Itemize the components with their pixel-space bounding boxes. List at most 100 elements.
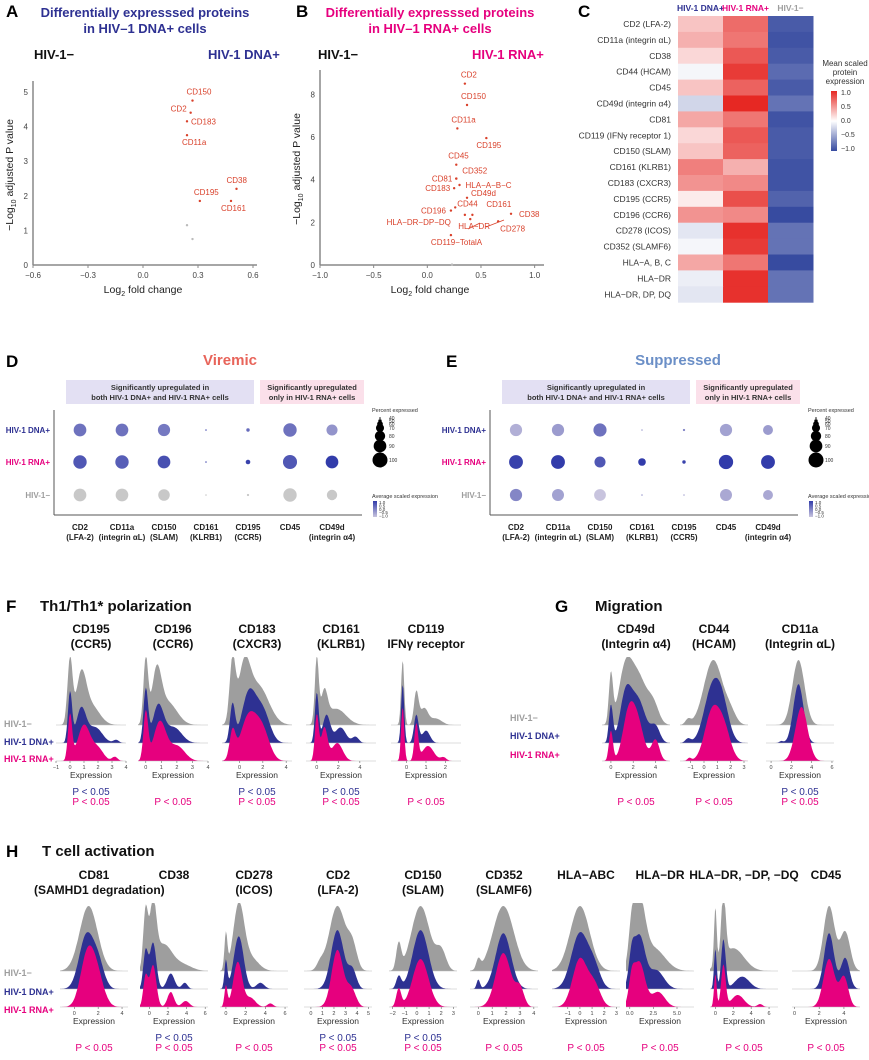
heatmap-cell [723, 190, 769, 208]
x-axis-label: Expression [722, 1016, 766, 1026]
marker-title: CD278 (ICOS) [215, 868, 293, 898]
x-tick-label: 4 [185, 1011, 188, 1017]
ridge-neg [138, 657, 208, 725]
heatmap-cell [768, 47, 814, 65]
dotplot-dot [761, 455, 775, 469]
legend-tick-label: 0.0 [841, 118, 851, 125]
section-f-title: Th1/Th1* polarization [40, 598, 192, 615]
ridge-h-label-dna: HIV-1 DNA+ [4, 987, 54, 997]
heatmap-row-label: CD38 [649, 51, 671, 61]
ridge-rna [138, 709, 208, 761]
x-tick-label: 0 [415, 1011, 418, 1017]
size-legend-dot [811, 423, 821, 433]
dotplot-column-label: CD150 [152, 523, 177, 532]
heatmap-cell [768, 254, 814, 271]
marker-subname: (SAMHD1 degradation) [34, 883, 165, 897]
data-point [452, 187, 456, 190]
x-axis-label: Expression [69, 770, 113, 780]
x-tick-label: −0.3 [80, 271, 96, 280]
x-axis-label: Expression [151, 770, 195, 780]
marker-subname: (Integrin α4) [601, 637, 671, 651]
dotplot-dot [205, 461, 207, 463]
ridge-rna [60, 945, 128, 1007]
size-legend-title: Percent expressed [372, 408, 418, 414]
p-value-rna: P < 0.05 [641, 1043, 679, 1054]
data-point [463, 213, 467, 217]
volcano-plot-a: 0 1 2 3 4 5 −0.6 −0.3 0.0 0.3 0.6 Log2 fold change −… [4, 81, 259, 298]
heatmap-cell [723, 111, 769, 128]
x-tick-label: 6 [204, 1011, 207, 1017]
x-axis-label: Expression [72, 1016, 116, 1026]
heatmap-cell [723, 79, 769, 96]
dotplot-dot [246, 428, 250, 432]
ridge-dna [792, 933, 860, 989]
size-legend-dot [379, 417, 381, 419]
ridgeline-plot: 0 1 2 3 4 [138, 657, 210, 771]
dotplot-column-label: CD45 [280, 523, 301, 532]
size-legend-dot [809, 439, 823, 453]
x-tick-label: −1 [688, 765, 694, 771]
data-point [485, 136, 488, 140]
dotplot-column-sublabel: (integrin α4) [745, 533, 792, 542]
data-point [455, 163, 458, 166]
heatmap-row-label: CD196 (CCR6) [613, 210, 671, 220]
ridge-g-label-neg: HIV-1− [510, 713, 538, 723]
x-tick-label: 0 [405, 765, 408, 771]
point-label: CD2 [461, 71, 478, 80]
box-rna-text: only in HIV-1 RNA+ cells [269, 393, 355, 402]
marker-name: HLA−DR [635, 868, 685, 882]
x-tick-label: 4 [264, 1011, 267, 1017]
y-tick-label: 1 [24, 226, 29, 235]
ridge-rna [470, 953, 538, 1007]
marker-name: CD183 [238, 622, 276, 636]
marker-name: CD278 [235, 868, 273, 882]
dotplot-dot [718, 454, 734, 470]
x-axis-label: Expression [232, 1016, 276, 1026]
dotplot-dot [682, 428, 686, 432]
color-legend-label: 1.0 [815, 500, 822, 505]
ridge-g-label-dna: HIV-1 DNA+ [510, 731, 560, 741]
marker-title: CD119 IFNγ receptor [381, 622, 471, 652]
data-point [471, 213, 474, 217]
marker-name: HLA−DR, −DP, −DQ [689, 868, 799, 882]
marker-name: CD195 [72, 622, 110, 636]
y-tick-label: 3 [24, 157, 29, 166]
x-tick-label: 4 [842, 1011, 845, 1017]
x-tick-label: 2.5 [650, 1011, 658, 1017]
heatmap-row-label: CD161 (KLRB1) [610, 162, 672, 172]
point-label: HLA−A−B−C [466, 181, 512, 190]
panel-letter-g: G [555, 597, 569, 616]
p-value-rna: P < 0.05 [155, 1043, 193, 1054]
data-point [189, 111, 192, 114]
p-value-rna: P < 0.05 [567, 1043, 605, 1054]
dotplot-dot [73, 423, 87, 437]
dotplot-dot [509, 455, 523, 469]
size-legend-title: Percent expressed [808, 408, 854, 414]
dotplot-column-label: CD161 [630, 523, 655, 532]
heatmap-column-label: HIV-1− [777, 3, 803, 13]
x-tick-label: 4 [206, 765, 209, 771]
heatmap-row-label: CD2 (LFA-2) [623, 19, 671, 29]
ridge-rna [56, 713, 126, 761]
dotplot-dot [551, 455, 565, 469]
x-tick-label: 4 [285, 765, 288, 771]
panel-b-title: Differentially expresssed proteins in HI… [305, 5, 555, 37]
x-tick-label: 0.6 [247, 271, 259, 280]
color-legend-label: −0.5 [815, 510, 824, 515]
data-point [229, 199, 233, 203]
heatmap-row-label: CD183 (CXCR3) [608, 178, 671, 188]
dotplot-dot [641, 494, 643, 496]
size-legend-label: 100 [389, 458, 398, 464]
ridge-rna [552, 957, 620, 1007]
point-label: CD44 [457, 199, 478, 208]
data-point [191, 237, 194, 241]
size-legend-label: 40 [825, 416, 831, 422]
heatmap-cell [723, 270, 769, 287]
color-legend-title: Average scaled expression [808, 494, 869, 500]
point-label: CD38 [519, 210, 540, 219]
x-tick-label: 4 [358, 765, 361, 771]
dotplot-dot [638, 458, 646, 466]
p-value-rna: P < 0.05 [72, 797, 110, 808]
x-tick-label: −1.0 [312, 271, 328, 280]
marker-subname: (KLRB1) [317, 637, 365, 651]
